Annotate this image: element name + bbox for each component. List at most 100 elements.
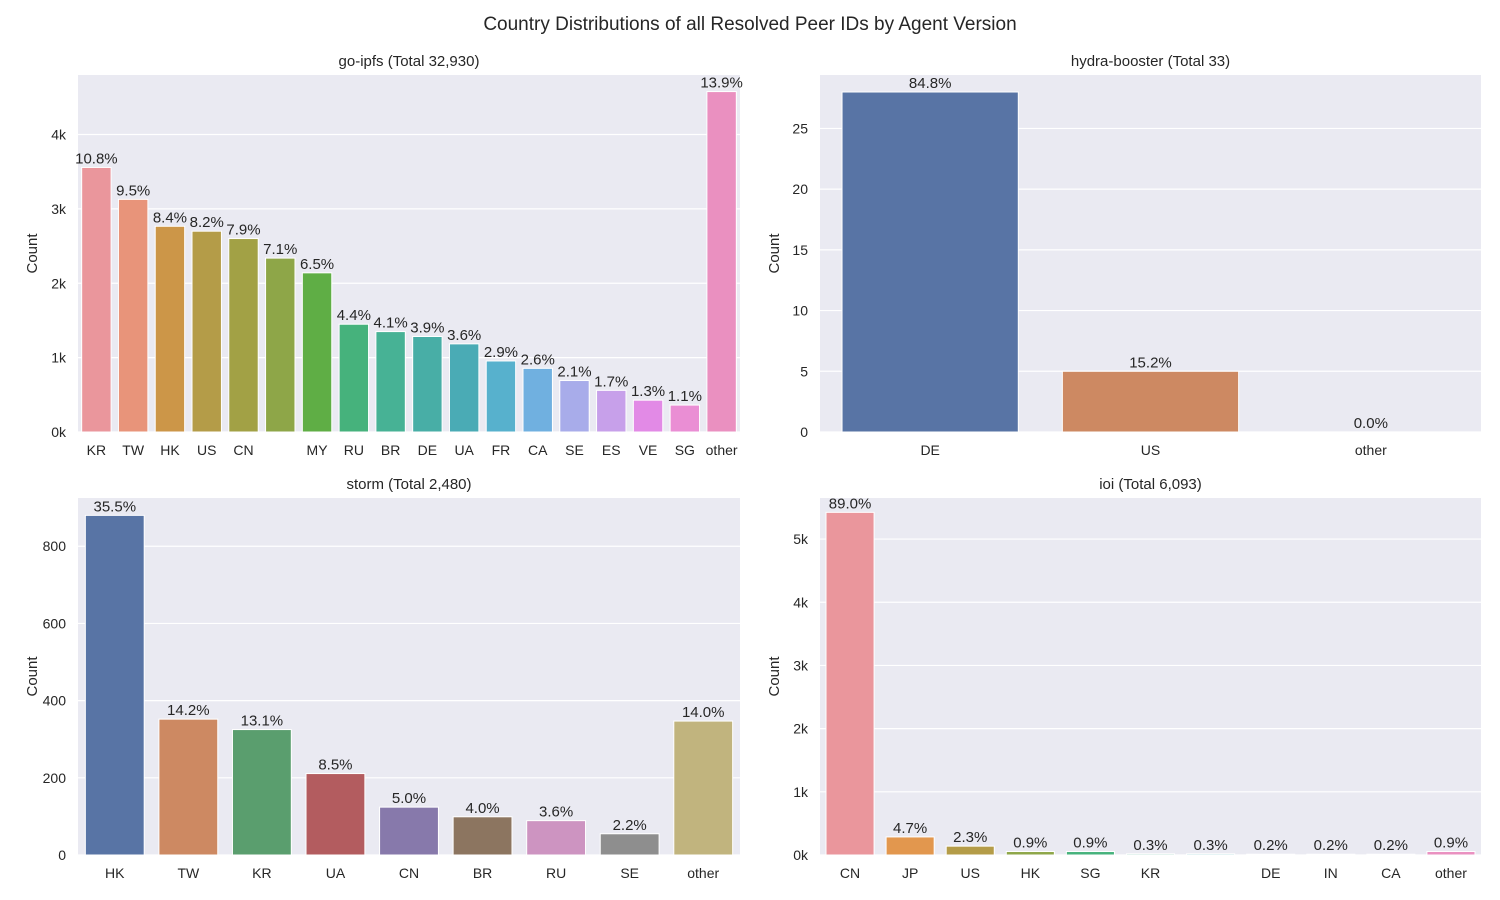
chart-panel-3: 0 200 400 600 800 storm (Total 2,480) Count 35.… xyxy=(24,476,740,881)
bar-value-label: 8.5% xyxy=(318,757,352,774)
bar-value-label: 3.6% xyxy=(539,804,573,821)
bar-value-label: 3.6% xyxy=(447,327,481,344)
bar-value-label: 84.8% xyxy=(909,75,952,92)
x-tick-label: other xyxy=(706,442,738,458)
chart-panel-4: 0k 1k 2k 3k 4k 5k ioi (Total 6,093) Count 89.0% C… xyxy=(766,476,1481,881)
bar xyxy=(452,816,513,856)
y-tick-label: 20 xyxy=(792,181,808,197)
bar-value-label: 0.3% xyxy=(1193,837,1227,854)
chart-title: ioi (Total 6,093) xyxy=(1099,476,1202,493)
bar xyxy=(485,360,517,433)
bar-value-label: 15.2% xyxy=(1129,354,1172,371)
y-axis-label: Count xyxy=(766,656,783,697)
x-tick-label: UA xyxy=(454,442,474,458)
bar xyxy=(265,257,296,433)
bar xyxy=(673,720,734,856)
x-tick-label: US xyxy=(961,865,980,881)
y-tick-label: 800 xyxy=(43,538,67,554)
x-tick-label: DE xyxy=(418,442,437,458)
bar-value-label: 4.7% xyxy=(893,820,927,837)
y-tick-label: 25 xyxy=(792,120,808,136)
bar-value-label: 2.9% xyxy=(484,344,518,361)
y-tick-label: 2k xyxy=(793,721,809,737)
x-tick-label: SG xyxy=(675,442,695,458)
bar-value-label: 14.0% xyxy=(682,704,725,721)
x-tick-label: CN xyxy=(840,865,860,881)
x-tick-label: DE xyxy=(1261,865,1280,881)
plot-area xyxy=(820,498,1481,855)
y-tick-label: 0k xyxy=(51,424,67,440)
bar xyxy=(522,367,553,433)
x-tick-label: TW xyxy=(177,865,200,881)
bar-value-label: 1.1% xyxy=(668,388,702,405)
x-tick-label: BR xyxy=(381,442,400,458)
x-tick-label: RU xyxy=(344,442,364,458)
bar xyxy=(301,272,333,433)
bar xyxy=(1306,853,1356,856)
x-tick-label: IN xyxy=(1324,865,1338,881)
bar-value-label: 2.3% xyxy=(953,829,987,846)
bar xyxy=(1246,853,1296,856)
bar-value-label: 3.9% xyxy=(410,320,444,337)
x-tick-label: DE xyxy=(920,442,939,458)
y-axis-label: Count xyxy=(766,233,783,274)
bar xyxy=(191,230,222,433)
bar-value-label: 4.0% xyxy=(465,800,499,817)
y-tick-label: 1k xyxy=(51,350,67,366)
x-tick-label: FR xyxy=(492,442,511,458)
x-tick-label: VE xyxy=(639,442,658,458)
bar xyxy=(841,91,1019,433)
bar xyxy=(375,331,406,433)
bar xyxy=(84,514,145,856)
figure-title: Country Distributions of all Resolved Pe… xyxy=(483,14,1017,35)
chart-panel-1: 0k 1k 2k 3k 4k go-ipfs (Total 32,930) Count 10.… xyxy=(24,53,743,458)
bar-value-label: 0.0% xyxy=(1354,415,1388,432)
chart-title: go-ipfs (Total 32,930) xyxy=(339,53,480,70)
bar xyxy=(559,380,590,433)
y-tick-label: 0 xyxy=(58,847,66,863)
x-tick-label: CA xyxy=(1381,865,1401,881)
y-tick-label: 3k xyxy=(793,657,809,673)
bar-value-label: 14.2% xyxy=(167,702,210,719)
bar-value-label: 0.2% xyxy=(1374,837,1408,854)
y-tick-label: 5 xyxy=(800,363,808,379)
x-tick-label: CN xyxy=(233,442,253,458)
x-tick-label: KR xyxy=(252,865,271,881)
bar xyxy=(154,225,186,433)
x-tick-label: US xyxy=(1141,442,1160,458)
bar xyxy=(158,718,219,856)
bar xyxy=(81,166,112,433)
bar-value-label: 6.5% xyxy=(300,256,334,273)
chart-title: storm (Total 2,480) xyxy=(346,476,471,493)
bar xyxy=(1125,853,1176,856)
x-tick-label: MY xyxy=(307,442,329,458)
x-tick-label: SG xyxy=(1080,865,1100,881)
bar-value-label: 89.0% xyxy=(829,495,872,512)
bar xyxy=(1186,853,1236,856)
bar xyxy=(596,389,627,433)
x-tick-label: JP xyxy=(902,865,918,881)
bar-value-label: 13.1% xyxy=(241,713,284,730)
bar xyxy=(825,511,875,856)
bar xyxy=(1366,853,1416,856)
bar-value-label: 2.2% xyxy=(613,817,647,834)
y-tick-label: 4k xyxy=(793,594,809,610)
x-tick-label: CN xyxy=(399,865,419,881)
bar-value-label: 8.2% xyxy=(190,214,224,231)
y-tick-label: 1k xyxy=(793,784,809,800)
x-tick-label: other xyxy=(687,865,719,881)
y-axis-label: Count xyxy=(24,656,41,697)
bar xyxy=(1426,851,1476,856)
bar-value-label: 0.9% xyxy=(1073,835,1107,852)
chart-panel-2: 0 5 10 15 20 25 hydra-booster (Total 33) Count 8… xyxy=(766,53,1481,458)
bar xyxy=(599,833,660,856)
y-tick-label: 10 xyxy=(792,303,808,319)
y-tick-label: 3k xyxy=(51,201,67,217)
bar xyxy=(117,198,149,433)
bar xyxy=(1005,851,1055,856)
bar-value-label: 4.4% xyxy=(337,307,371,324)
bar-value-label: 7.1% xyxy=(263,241,297,258)
x-tick-label: RU xyxy=(546,865,566,881)
x-tick-label: ES xyxy=(602,442,621,458)
